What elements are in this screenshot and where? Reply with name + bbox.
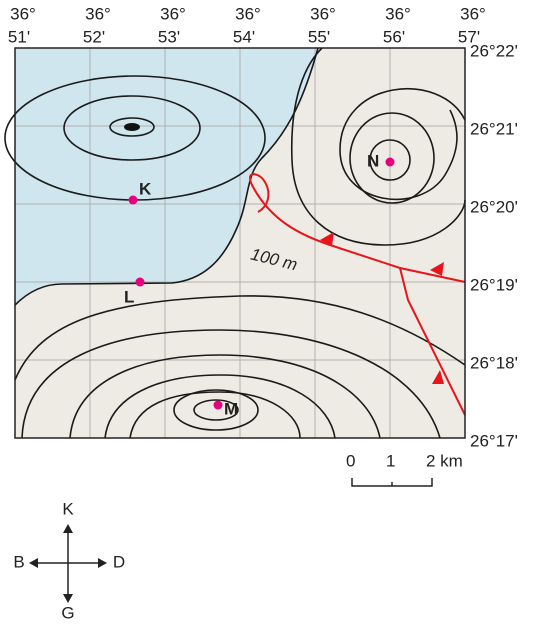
latitude-label: 26°22' (470, 41, 518, 60)
compass-label: K (62, 499, 74, 518)
scale-label: 0 (346, 451, 355, 470)
longitude-label: 55' (308, 27, 330, 46)
latitude-label: 26°19' (470, 275, 518, 294)
longitude-label: 53' (158, 27, 180, 46)
scale-label: 2 km (426, 451, 463, 470)
point-label: L (124, 287, 134, 306)
point-label: N (367, 151, 379, 170)
coordinate-labels: 36° 51' 36° 52' 36° 53' 36° 54' 36° 55' 36° 56' 36° 5… (8, 4, 518, 450)
points: K L M N (124, 151, 395, 418)
longitude-label: 54' (233, 27, 255, 46)
longitude-label: 36° (310, 4, 336, 23)
longitude-label: 57' (458, 27, 480, 46)
scale-label: 1 (386, 451, 395, 470)
longitude-label: 36° (385, 4, 411, 23)
compass: K B D G (13, 499, 125, 622)
longitude-label: 36° (160, 4, 186, 23)
latitude-label: 26°17' (470, 431, 518, 450)
compass-label: G (61, 603, 74, 622)
latitude-label: 26°21' (470, 119, 518, 138)
latitude-label: 26°20' (470, 197, 518, 216)
longitude-label: 56' (383, 27, 405, 46)
frame (14, 47, 466, 439)
longitude-label: 36° (235, 4, 261, 23)
latitude-label: 26°18' (470, 353, 518, 372)
sea (15, 48, 318, 305)
longitude-label: 36° (460, 4, 486, 23)
longitude-label: 36° (85, 4, 111, 23)
longitude-label: 52' (83, 27, 105, 46)
contours (4, 47, 466, 439)
compass-label: D (113, 552, 125, 571)
point-label: M (224, 399, 238, 418)
longitude-label: 36° (10, 4, 36, 23)
longitude-label: 51' (8, 27, 30, 46)
point-label: K (139, 179, 152, 198)
river (249, 173, 466, 416)
compass-label: B (13, 552, 24, 571)
scale-bar: 0 1 2 km (346, 451, 463, 487)
